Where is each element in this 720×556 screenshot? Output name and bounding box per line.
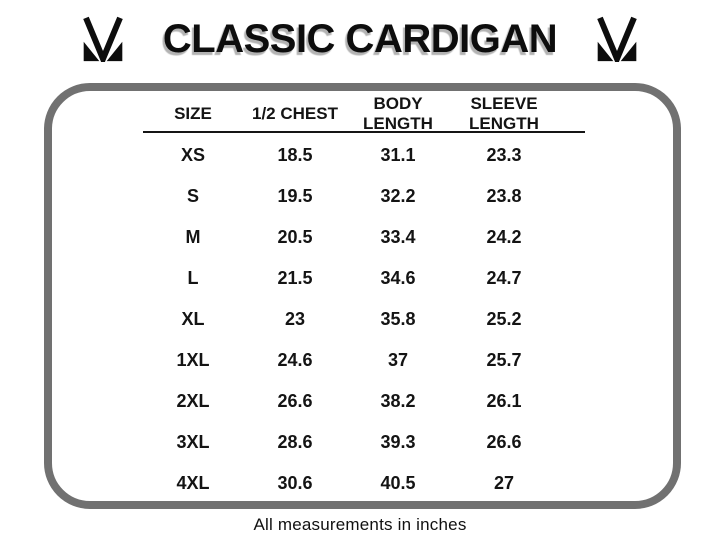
table-row: 3XL 28.6 39.3 26.6 — [141, 422, 557, 463]
brand-m-logo-right-icon — [591, 16, 643, 62]
column-header: SLEEVE LENGTH — [469, 94, 539, 134]
table-row: 2XL 26.6 38.2 26.1 — [141, 381, 557, 422]
size-label: L — [187, 267, 199, 288]
measurement-value: 19.5 — [277, 185, 313, 206]
table-row: M 20.5 33.4 24.2 — [141, 217, 557, 258]
measurement-value: 33.4 — [380, 226, 416, 247]
size-label: XL — [181, 308, 205, 329]
measurement-value: 30.6 — [277, 472, 313, 493]
measurement-value: 24.2 — [486, 226, 522, 247]
measurement-value: 39.3 — [380, 431, 416, 452]
size-label: 4XL — [176, 472, 210, 493]
measurement-value: 34.6 — [380, 267, 416, 288]
table-row: XS 18.5 31.1 23.3 — [141, 135, 557, 176]
size-table: SIZE 1/2 CHEST BODY LENGTH SLEEVE LENGTH XS… — [141, 94, 557, 504]
size-chart-frame: SIZE 1/2 CHEST BODY LENGTH SLEEVE LENGTH XS… — [44, 83, 681, 509]
column-header: BODY LENGTH — [363, 94, 433, 134]
size-label: M — [185, 226, 201, 247]
table-row: S 19.5 32.2 23.8 — [141, 176, 557, 217]
measurement-value: 18.5 — [277, 144, 313, 165]
table-row: 4XL 30.6 40.5 27 — [141, 463, 557, 504]
measurement-value: 31.1 — [380, 144, 416, 165]
brand-m-logo-left-icon — [77, 16, 129, 62]
measurement-value: 26.6 — [277, 390, 313, 411]
measurement-value: 25.7 — [486, 349, 522, 370]
measurements-note: All measurements in inches — [253, 515, 467, 534]
measurement-value: 23.3 — [486, 144, 522, 165]
measurement-value: 32.2 — [380, 185, 416, 206]
table-header-row: SIZE 1/2 CHEST BODY LENGTH SLEEVE LENGTH — [141, 94, 557, 135]
size-label: XS — [180, 144, 205, 165]
column-header: 1/2 CHEST — [252, 104, 338, 124]
page-title: CLASSIC CARDIGAN — [162, 16, 558, 61]
size-label: 3XL — [176, 431, 210, 452]
column-header: SIZE — [174, 104, 212, 124]
measurement-value: 24.7 — [486, 267, 522, 288]
size-table-head: SIZE 1/2 CHEST BODY LENGTH SLEEVE LENGTH — [141, 94, 557, 135]
measurement-value: 21.5 — [277, 267, 313, 288]
size-label: 2XL — [176, 390, 210, 411]
measurement-value: 37 — [387, 349, 409, 370]
table-row: L 21.5 34.6 24.7 — [141, 258, 557, 299]
size-table-body: XS 18.5 31.1 23.3 S 19.5 32.2 23.8 M 20.5 33.4 24.2… — [141, 135, 557, 504]
measurement-value: 23.8 — [486, 185, 522, 206]
measurement-value: 35.8 — [380, 308, 416, 329]
measurement-value: 28.6 — [277, 431, 313, 452]
measurement-value: 24.6 — [277, 349, 313, 370]
measurement-value: 25.2 — [486, 308, 522, 329]
measurement-value: 26.6 — [486, 431, 522, 452]
table-header-underline — [143, 131, 585, 133]
size-label: 1XL — [176, 349, 210, 370]
measurement-value: 40.5 — [380, 472, 416, 493]
measurement-value: 26.1 — [486, 390, 522, 411]
measurement-value: 20.5 — [277, 226, 313, 247]
table-row: 1XL 24.6 37 25.7 — [141, 340, 557, 381]
header: CLASSIC CARDIGAN — [0, 6, 720, 72]
measurement-value: 27 — [493, 472, 515, 493]
size-label: S — [186, 185, 199, 206]
table-row: XL 23 35.8 25.2 — [141, 299, 557, 340]
measurement-value: 38.2 — [380, 390, 416, 411]
measurement-value: 23 — [284, 308, 306, 329]
